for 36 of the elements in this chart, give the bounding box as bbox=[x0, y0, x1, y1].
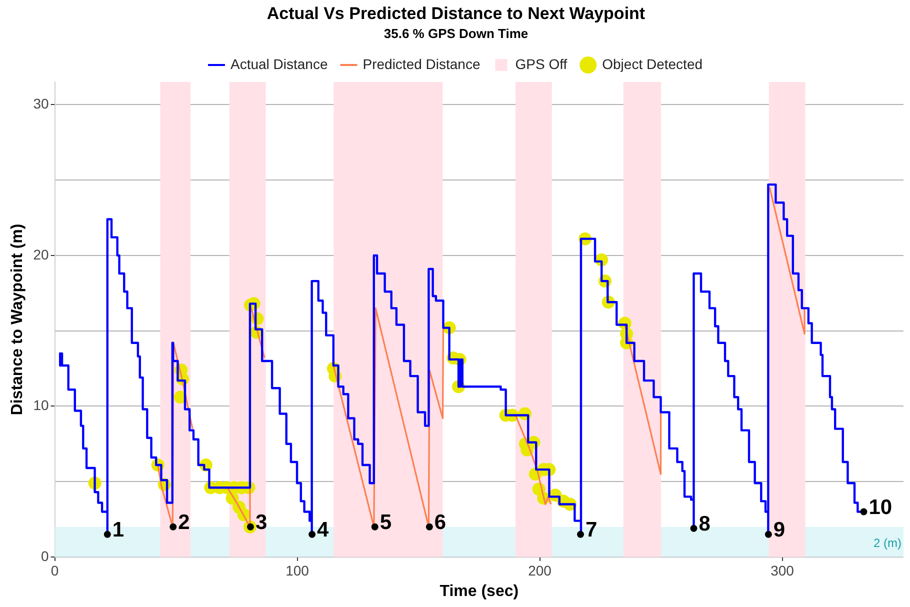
point bbox=[170, 523, 177, 530]
y-tick-label: 0 bbox=[40, 548, 49, 564]
point bbox=[764, 530, 772, 538]
y-tick-label: 20 bbox=[33, 246, 49, 262]
annotation: 3 bbox=[255, 511, 268, 534]
point bbox=[371, 523, 378, 530]
x-tick-label: 300 bbox=[770, 562, 794, 578]
x-axis-title: Time (sec) bbox=[440, 582, 519, 600]
legend-label: Object Detected bbox=[602, 56, 703, 72]
point bbox=[426, 523, 433, 530]
legend-label: GPS Off bbox=[515, 56, 568, 72]
point bbox=[104, 530, 111, 538]
y-tick-label: 10 bbox=[33, 397, 49, 414]
x-tick-label: 0 bbox=[50, 562, 59, 578]
legend-label: Actual Distance bbox=[230, 56, 328, 72]
annotation: 9 bbox=[773, 518, 786, 542]
point bbox=[690, 524, 698, 532]
x-tick-label: 100 bbox=[286, 562, 310, 578]
x-tick-label: 200 bbox=[528, 562, 552, 578]
point bbox=[577, 530, 584, 538]
chart-subtitle: 35.6 % GPS Down Time bbox=[384, 26, 528, 41]
annotation: 5 bbox=[380, 511, 392, 534]
band-label: 2 (m) bbox=[874, 536, 902, 550]
y-tick-label: 30 bbox=[33, 95, 49, 112]
annotation: 7 bbox=[586, 518, 598, 542]
point bbox=[860, 508, 868, 516]
annotation: 6 bbox=[434, 511, 446, 534]
point bbox=[308, 530, 316, 538]
y-axis-title: Distance to Waypoint (m) bbox=[9, 224, 26, 416]
annotation: 8 bbox=[698, 512, 711, 536]
annotation: 4 bbox=[317, 518, 330, 542]
legend-label: Predicted Distance bbox=[362, 56, 480, 72]
annotation: 10 bbox=[868, 496, 892, 520]
annotation: 1 bbox=[112, 518, 124, 542]
chart-title: Actual Vs Predicted Distance to Next Waypoint bbox=[266, 4, 646, 23]
annotation: 2 bbox=[178, 511, 190, 534]
